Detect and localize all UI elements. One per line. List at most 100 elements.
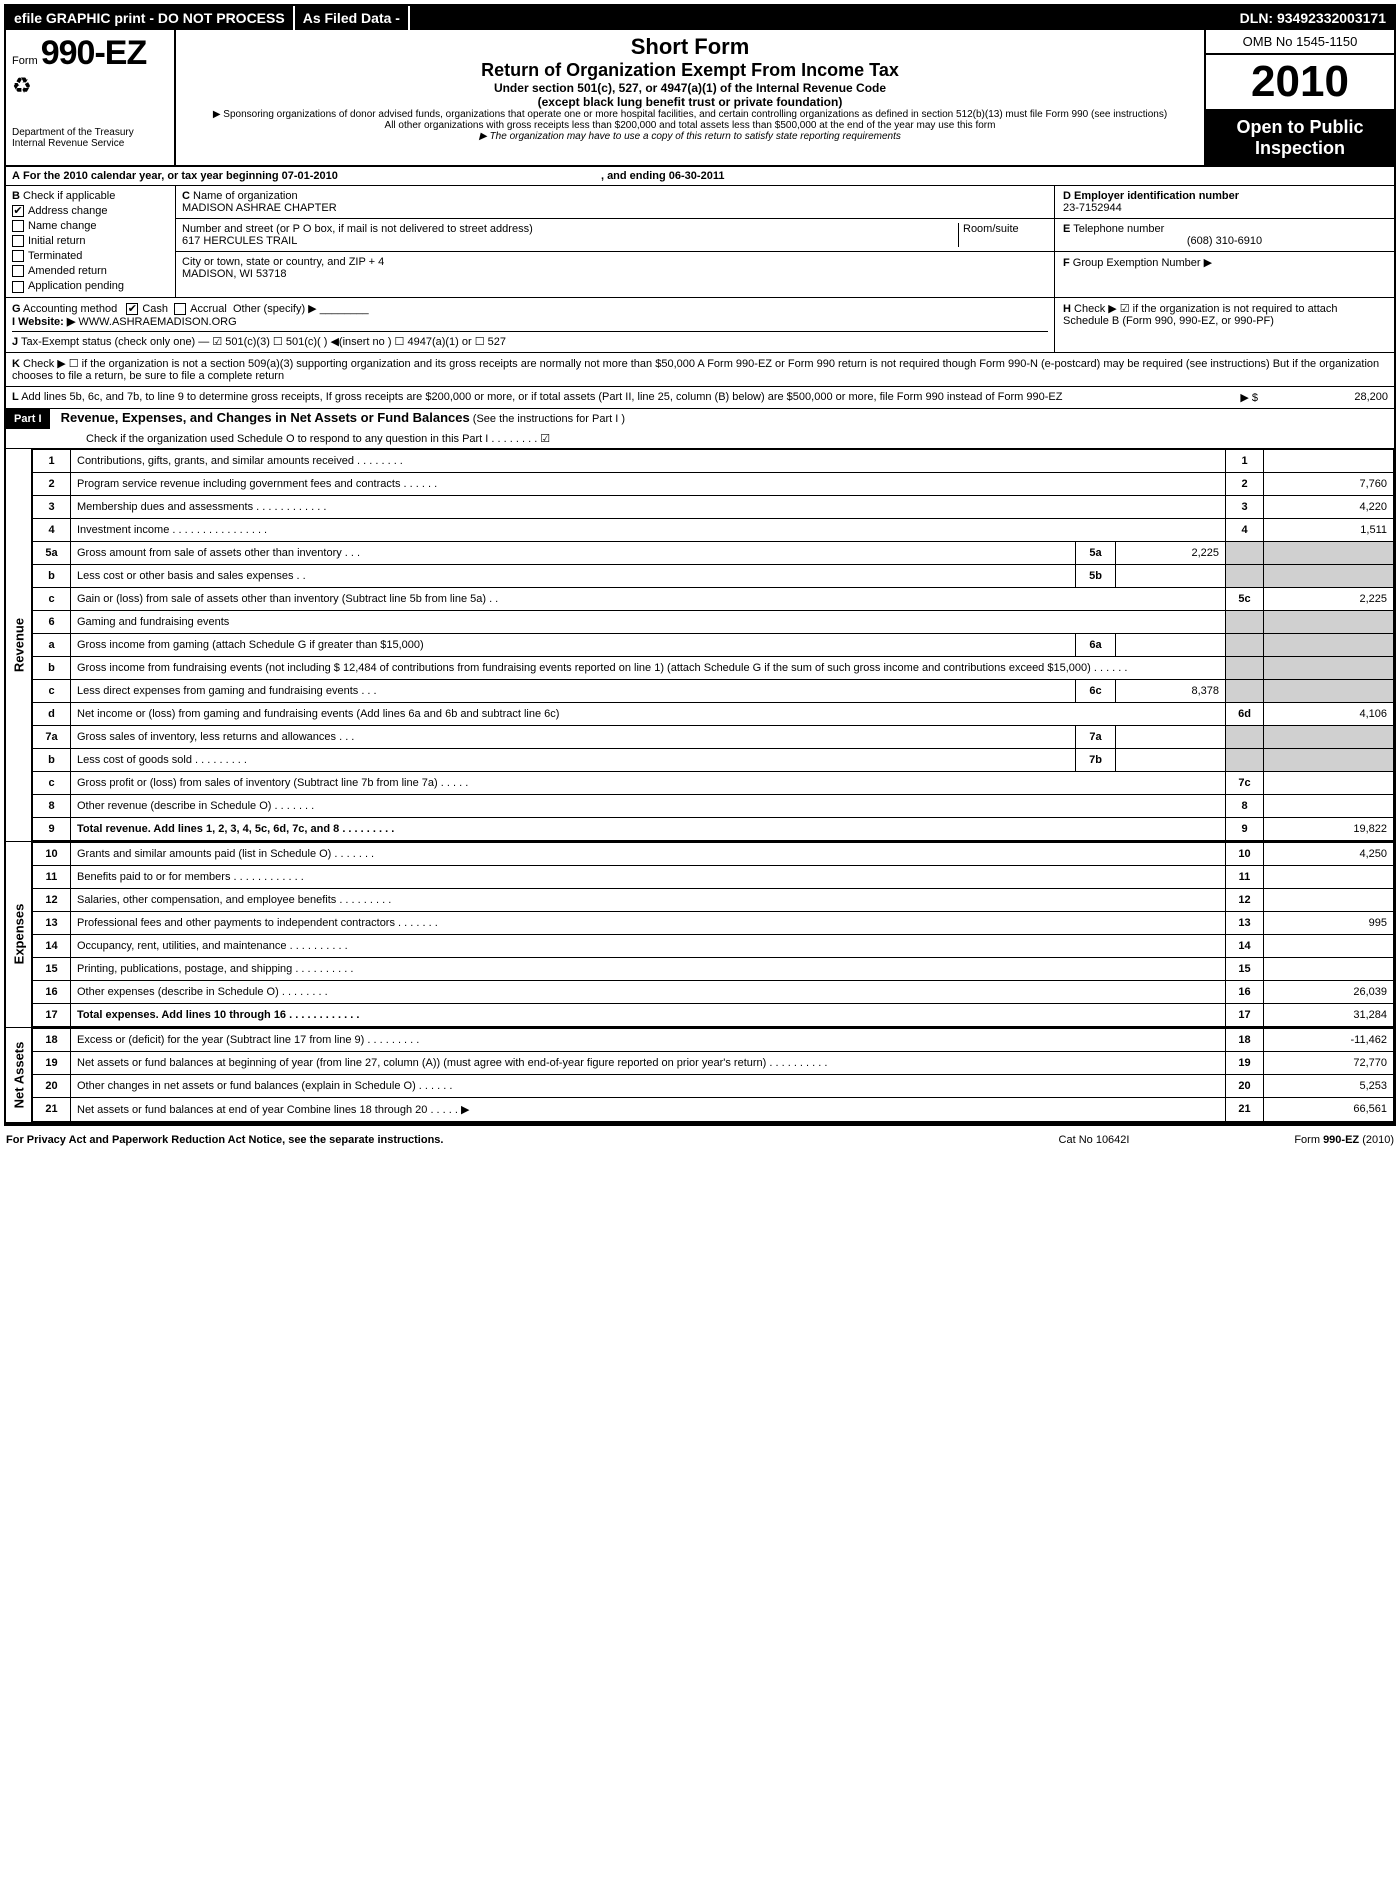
sub-num: 6c (1076, 679, 1116, 702)
line-desc: Gross sales of inventory, less returns a… (71, 725, 1076, 748)
part1-hint: (See the instructions for Part I ) (473, 413, 625, 425)
line-desc: Gross amount from sale of assets other t… (71, 541, 1076, 564)
line-ref: 19 (1226, 1051, 1264, 1074)
row-a-text: For the 2010 calendar year, or tax year … (23, 170, 338, 182)
ln-shade (1226, 748, 1264, 771)
line-ref: 18 (1226, 1028, 1264, 1051)
line-num: 13 (33, 911, 71, 934)
line-amt: 72,770 (1264, 1051, 1394, 1074)
ln-shade (1226, 633, 1264, 656)
phone: (608) 310-6910 (1063, 235, 1386, 247)
line-num: 19 (33, 1051, 71, 1074)
amt-shade (1264, 564, 1394, 587)
b-checkbox-3[interactable] (12, 250, 24, 262)
line-desc: Gaming and fundraising events (71, 610, 1226, 633)
b-item-0: Address change (28, 205, 108, 217)
l-amount: 28,200 (1258, 391, 1388, 404)
ln-shade (1226, 564, 1264, 587)
line-desc: Total expenses. Add lines 10 through 16 … (71, 1003, 1226, 1026)
line-desc: Professional fees and other payments to … (71, 911, 1226, 934)
b-checkbox-0[interactable]: ✔ (12, 205, 24, 217)
line-ref: 13 (1226, 911, 1264, 934)
line-ref: 14 (1226, 934, 1264, 957)
b-checkbox-4[interactable] (12, 265, 24, 277)
line-ref: 5c (1226, 587, 1264, 610)
line-amt: 995 (1264, 911, 1394, 934)
col-def: D Employer identification number 23-7152… (1054, 186, 1394, 297)
part1-header-row: Part I Revenue, Expenses, and Changes in… (6, 409, 1394, 449)
line-desc: Printing, publications, postage, and shi… (71, 957, 1226, 980)
line-desc: Excess or (deficit) for the year (Subtra… (71, 1028, 1226, 1051)
name-label: Name of organization (193, 190, 298, 202)
line-desc: Net assets or fund balances at beginning… (71, 1051, 1226, 1074)
line-desc: Contributions, gifts, grants, and simila… (71, 449, 1226, 472)
line-num: 3 (33, 495, 71, 518)
l-text: Add lines 5b, 6c, and 7b, to line 9 to d… (21, 391, 1062, 403)
row-k: K Check ▶ ☐ if the organization is not a… (6, 353, 1394, 387)
line-amt (1264, 957, 1394, 980)
line-desc: Membership dues and assessments . . . . … (71, 495, 1226, 518)
row-l: L Add lines 5b, 6c, and 7b, to line 9 to… (6, 387, 1394, 409)
street: 617 HERCULES TRAIL (182, 235, 297, 247)
ln-shade (1226, 610, 1264, 633)
form-number: 990-EZ (41, 34, 147, 72)
line-amt: 2,225 (1264, 587, 1394, 610)
part1-label: Part I (6, 409, 50, 429)
section-bcdef: B Check if applicable ✔Address changeNam… (6, 186, 1394, 298)
b-item-1: Name change (28, 220, 97, 232)
org-name: MADISON ASHRAE CHAPTER (182, 202, 337, 214)
col-c: C Name of organization MADISON ASHRAE CH… (176, 186, 1054, 297)
amt-shade (1264, 633, 1394, 656)
b-item-5: Application pending (28, 280, 124, 292)
col-b: B Check if applicable ✔Address changeNam… (6, 186, 176, 297)
line-amt: 66,561 (1264, 1097, 1394, 1121)
h-text: Check ▶ ☑ if the organization is not req… (1063, 303, 1338, 327)
l-arrow: ▶ $ (1198, 391, 1258, 404)
line-amt: 19,822 (1264, 817, 1394, 840)
line-num: b (33, 656, 71, 679)
sub-num: 7b (1076, 748, 1116, 771)
form-container: efile GRAPHIC print - DO NOT PROCESS As … (4, 4, 1396, 1126)
line-amt: 5,253 (1264, 1074, 1394, 1097)
line-amt (1264, 794, 1394, 817)
fine2: All other organizations with gross recei… (186, 120, 1194, 131)
b-item-4: Amended return (28, 265, 107, 277)
expenses-table: 10Grants and similar amounts paid (list … (32, 842, 1394, 1027)
line-num: c (33, 771, 71, 794)
label-k: K (12, 358, 20, 370)
cash-checkbox[interactable]: ✔ (126, 303, 138, 315)
line-amt: 4,106 (1264, 702, 1394, 725)
recycle-icon: ♻ (12, 73, 168, 99)
line-num: 8 (33, 794, 71, 817)
amt-shade (1264, 610, 1394, 633)
sub-amt (1116, 725, 1226, 748)
line-num: 5a (33, 541, 71, 564)
omb-number: OMB No 1545-1150 (1206, 30, 1394, 55)
line-desc: Gain or (loss) from sale of assets other… (71, 587, 1226, 610)
netassets-vlabel: Net Assets (6, 1028, 32, 1122)
line-desc: Gross profit or (loss) from sales of inv… (71, 771, 1226, 794)
accrual-checkbox[interactable] (174, 303, 186, 315)
expenses-section: Expenses 10Grants and similar amounts pa… (6, 842, 1394, 1028)
line-num: 16 (33, 980, 71, 1003)
part1-title: Revenue, Expenses, and Changes in Net As… (53, 410, 470, 425)
b-checkbox-2[interactable] (12, 235, 24, 247)
revenue-vlabel: Revenue (6, 449, 32, 841)
return-title: Return of Organization Exempt From Incom… (186, 60, 1194, 81)
sub-amt: 8,378 (1116, 679, 1226, 702)
line-num: a (33, 633, 71, 656)
b-checkbox-5[interactable] (12, 281, 24, 293)
g-text: Accounting method (23, 303, 117, 315)
line-ref: 11 (1226, 865, 1264, 888)
label-d: D (1063, 190, 1071, 202)
asfiled-label: As Filed Data - (295, 6, 410, 30)
amt-shade (1264, 748, 1394, 771)
line-amt (1264, 771, 1394, 794)
revenue-section: Revenue 1Contributions, gifts, grants, a… (6, 449, 1394, 842)
expenses-vlabel: Expenses (6, 842, 32, 1027)
fine1: ▶ Sponsoring organizations of donor advi… (186, 109, 1194, 120)
label-l: L (12, 391, 19, 403)
b-checkbox-1[interactable] (12, 220, 24, 232)
netassets-table: 18Excess or (deficit) for the year (Subt… (32, 1028, 1394, 1122)
line-num: 15 (33, 957, 71, 980)
